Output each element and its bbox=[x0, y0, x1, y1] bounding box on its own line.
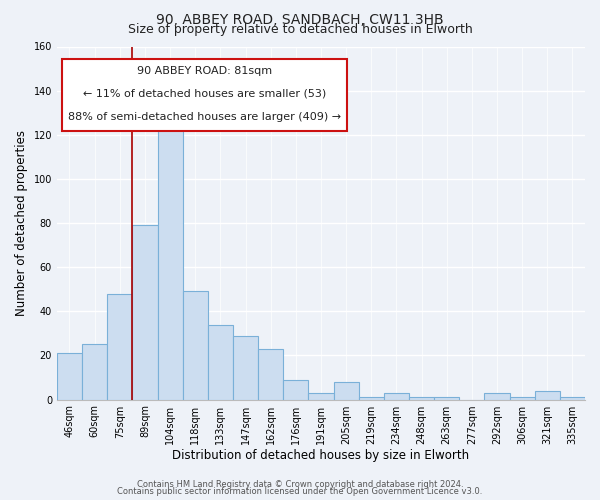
Text: 90 ABBEY ROAD: 81sqm: 90 ABBEY ROAD: 81sqm bbox=[137, 66, 272, 76]
Text: ← 11% of detached houses are smaller (53): ← 11% of detached houses are smaller (53… bbox=[83, 89, 326, 99]
Bar bbox=[409, 398, 434, 400]
Bar bbox=[107, 294, 133, 400]
Bar bbox=[384, 393, 409, 400]
Text: Size of property relative to detached houses in Elworth: Size of property relative to detached ho… bbox=[128, 22, 472, 36]
Bar bbox=[233, 336, 258, 400]
Bar bbox=[359, 398, 384, 400]
Text: Contains HM Land Registry data © Crown copyright and database right 2024.: Contains HM Land Registry data © Crown c… bbox=[137, 480, 463, 489]
Bar bbox=[334, 382, 359, 400]
Bar bbox=[57, 353, 82, 400]
Bar bbox=[158, 122, 182, 400]
Text: 88% of semi-detached houses are larger (409) →: 88% of semi-detached houses are larger (… bbox=[68, 112, 341, 122]
X-axis label: Distribution of detached houses by size in Elworth: Distribution of detached houses by size … bbox=[172, 450, 470, 462]
Bar bbox=[509, 398, 535, 400]
Bar bbox=[434, 398, 459, 400]
Bar bbox=[484, 393, 509, 400]
FancyBboxPatch shape bbox=[62, 59, 347, 131]
Y-axis label: Number of detached properties: Number of detached properties bbox=[15, 130, 28, 316]
Bar bbox=[308, 393, 334, 400]
Bar bbox=[133, 225, 158, 400]
Bar bbox=[208, 324, 233, 400]
Bar bbox=[560, 398, 585, 400]
Bar bbox=[283, 380, 308, 400]
Bar bbox=[258, 349, 283, 400]
Bar bbox=[535, 391, 560, 400]
Bar bbox=[182, 292, 208, 400]
Text: Contains public sector information licensed under the Open Government Licence v3: Contains public sector information licen… bbox=[118, 488, 482, 496]
Bar bbox=[82, 344, 107, 400]
Text: 90, ABBEY ROAD, SANDBACH, CW11 3HB: 90, ABBEY ROAD, SANDBACH, CW11 3HB bbox=[156, 12, 444, 26]
